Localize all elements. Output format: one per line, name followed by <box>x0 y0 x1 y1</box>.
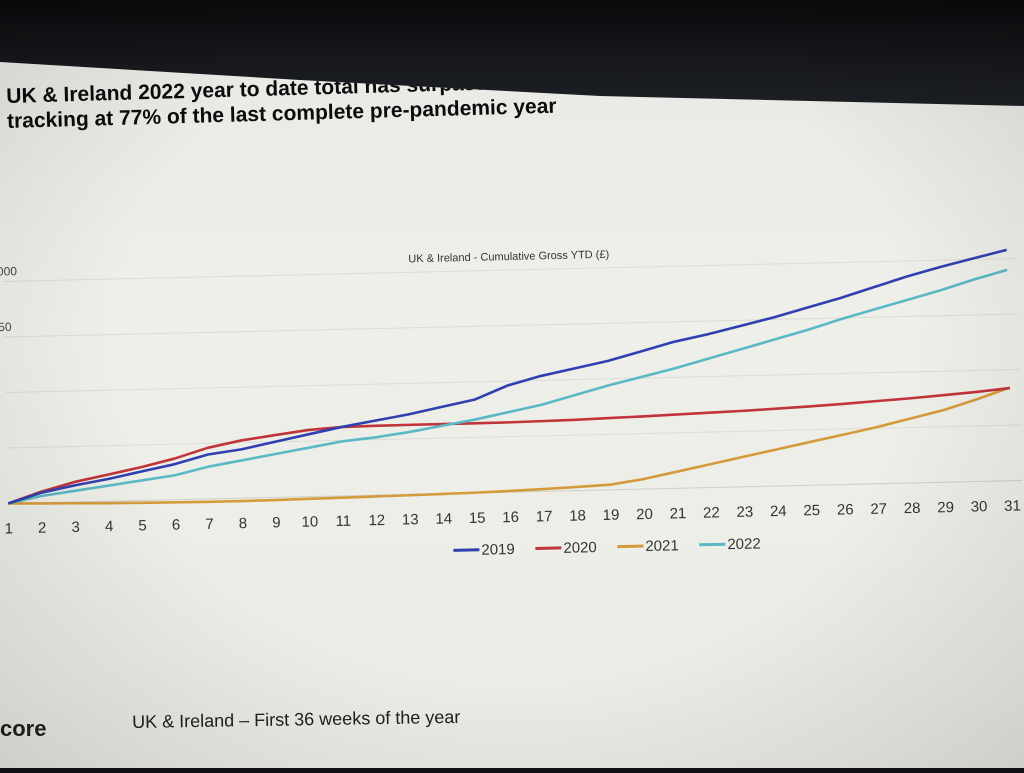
x-tick-label: 20 <box>636 506 653 523</box>
series-line-2022 <box>7 268 1008 505</box>
chart-gridlines <box>3 258 1022 504</box>
y-tick-label: 000 <box>0 264 17 278</box>
x-tick-label: 5 <box>138 517 147 534</box>
x-tick-label: 9 <box>272 514 281 531</box>
gridline-1 <box>4 313 1019 338</box>
x-tick-label: 12 <box>368 512 385 529</box>
y-axis-ticks: 000 50 <box>0 264 17 334</box>
gridline-2 <box>5 368 1020 393</box>
x-tick-label: 26 <box>837 501 854 518</box>
legend-label-2020: 2020 <box>563 539 597 557</box>
x-tick-label: 24 <box>770 503 787 520</box>
x-tick-label: 6 <box>172 517 181 534</box>
x-tick-label: 14 <box>435 510 452 527</box>
series-line-2019 <box>7 248 1008 505</box>
x-tick-label: 29 <box>937 499 954 516</box>
x-tick-label: 13 <box>402 511 419 528</box>
x-tick-label: 16 <box>502 509 519 526</box>
x-tick-label: 18 <box>569 507 586 524</box>
series-line-2020 <box>7 386 1011 505</box>
x-tick-label: 3 <box>71 519 80 536</box>
gridline-3 <box>6 424 1021 449</box>
series-line-2021 <box>8 386 1011 505</box>
brand-logo: core <box>0 716 47 741</box>
x-tick-label: 27 <box>870 501 887 518</box>
legend-label-2019: 2019 <box>481 541 515 559</box>
legend-label-2022: 2022 <box>727 535 761 553</box>
x-tick-label: 10 <box>301 513 318 530</box>
x-tick-label: 21 <box>669 505 686 522</box>
legend-swatch-2022 <box>699 542 726 547</box>
x-tick-label: 4 <box>105 518 114 535</box>
x-tick-label: 2 <box>38 520 47 537</box>
x-tick-label: 23 <box>736 504 753 521</box>
x-tick-label: 15 <box>469 510 486 527</box>
y-tick-label: 50 <box>0 320 12 334</box>
x-tick-label: 22 <box>703 504 720 521</box>
x-tick-label: 8 <box>239 515 248 532</box>
legend-label-2021: 2021 <box>645 537 679 555</box>
x-tick-label: 19 <box>603 507 620 524</box>
x-tick-label: 17 <box>536 508 553 525</box>
chart-title: UK & Ireland - Cumulative Gross YTD (£) <box>408 249 609 266</box>
chart-legend: 2019 2020 2021 2022 <box>453 535 761 559</box>
x-tick-label: 7 <box>205 516 214 533</box>
x-tick-label: 30 <box>971 498 988 515</box>
x-tick-label: 25 <box>803 502 820 519</box>
x-tick-label: 31 <box>1004 497 1021 514</box>
x-tick-label: 28 <box>904 500 921 517</box>
legend-swatch-2019 <box>453 548 480 552</box>
legend-swatch-2021 <box>617 544 644 549</box>
x-axis-ticks: 1 2 3 4 5 6 7 8 9 10 11 12 13 14 15 16 17 18 19 20 21 22 23 24 2… <box>4 497 1021 537</box>
x-tick-label: 1 <box>4 520 13 537</box>
chart-series <box>7 248 1011 505</box>
gridline-0 <box>3 258 1017 283</box>
legend-swatch-2020 <box>535 546 562 551</box>
x-tick-label: 11 <box>335 513 351 530</box>
